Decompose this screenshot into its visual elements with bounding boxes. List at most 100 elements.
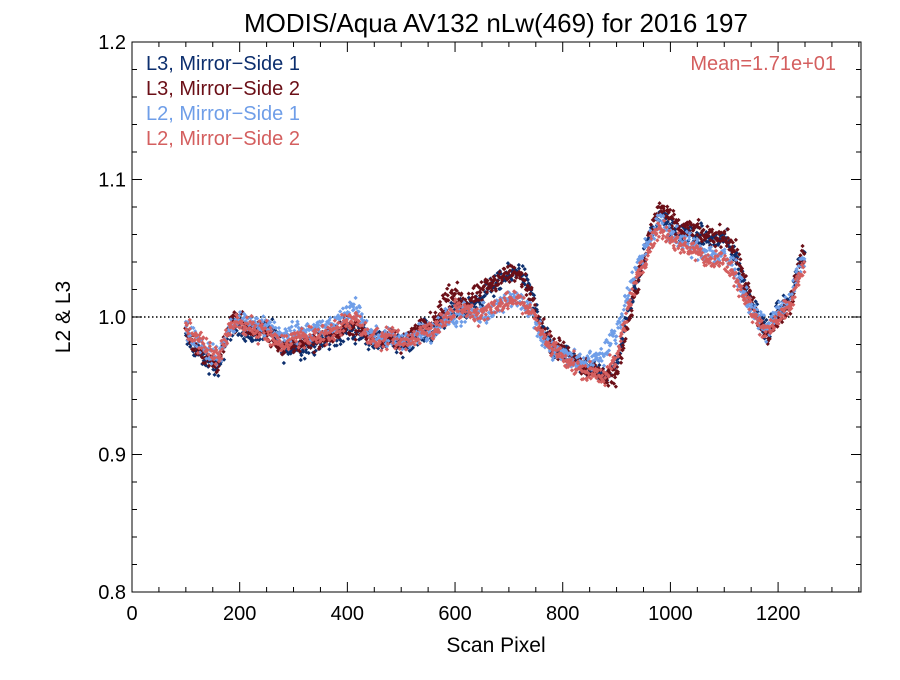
x-tick-label: 1200 bbox=[756, 603, 801, 625]
data-point bbox=[233, 324, 239, 329]
data-point bbox=[465, 313, 470, 318]
data-point bbox=[338, 332, 344, 338]
data-point bbox=[476, 297, 481, 303]
data-point bbox=[449, 300, 454, 305]
data-point bbox=[224, 341, 230, 346]
data-point bbox=[312, 352, 317, 358]
data-point bbox=[611, 381, 617, 386]
data-point bbox=[510, 301, 516, 306]
data-point bbox=[709, 229, 714, 234]
data-point bbox=[626, 293, 631, 298]
data-point bbox=[699, 239, 705, 244]
data-point bbox=[617, 320, 622, 325]
data-point bbox=[605, 380, 610, 385]
data-point bbox=[186, 331, 191, 336]
data-point bbox=[328, 315, 333, 320]
data-point bbox=[628, 301, 634, 307]
data-point bbox=[302, 345, 307, 350]
data-point bbox=[789, 292, 795, 297]
data-point bbox=[599, 358, 604, 363]
data-point bbox=[425, 337, 430, 342]
data-point bbox=[431, 333, 436, 338]
data-point bbox=[613, 362, 618, 367]
data-point bbox=[671, 212, 677, 217]
data-point bbox=[733, 237, 739, 242]
data-point bbox=[445, 286, 450, 291]
data-point bbox=[187, 326, 192, 331]
data-point bbox=[566, 345, 571, 350]
data-point bbox=[299, 326, 304, 331]
data-point bbox=[264, 318, 269, 323]
y-tick-label: 1.1 bbox=[98, 170, 126, 192]
data-point bbox=[742, 277, 747, 283]
data-point bbox=[802, 269, 807, 275]
data-point bbox=[273, 325, 278, 330]
data-point bbox=[800, 243, 805, 249]
data-point bbox=[606, 383, 611, 388]
data-point bbox=[436, 315, 441, 320]
data-point bbox=[507, 268, 513, 273]
data-point bbox=[428, 326, 434, 331]
data-point bbox=[340, 306, 346, 311]
data-point bbox=[552, 344, 558, 349]
data-point bbox=[690, 233, 696, 238]
data-point bbox=[524, 292, 529, 298]
data-point bbox=[285, 342, 290, 347]
data-point bbox=[754, 312, 759, 318]
data-point bbox=[609, 366, 614, 372]
data-point bbox=[713, 244, 718, 249]
data-point bbox=[384, 325, 389, 330]
data-point bbox=[586, 371, 591, 376]
data-point bbox=[289, 324, 294, 329]
data-point bbox=[678, 234, 684, 239]
data-point bbox=[802, 256, 807, 262]
data-point bbox=[667, 228, 672, 233]
data-point bbox=[292, 344, 297, 349]
data-point bbox=[640, 270, 646, 275]
data-point bbox=[606, 374, 611, 379]
data-point bbox=[290, 319, 295, 324]
data-point bbox=[601, 379, 606, 384]
data-point bbox=[298, 335, 303, 341]
data-point bbox=[357, 314, 363, 319]
data-point bbox=[739, 275, 744, 280]
data-point bbox=[314, 339, 319, 345]
data-point bbox=[331, 322, 336, 328]
data-point bbox=[512, 265, 517, 270]
data-point bbox=[341, 328, 346, 333]
data-point bbox=[243, 338, 248, 344]
data-point bbox=[747, 307, 752, 312]
data-point bbox=[491, 294, 496, 299]
data-point bbox=[733, 257, 739, 262]
data-point bbox=[794, 269, 799, 274]
data-point bbox=[725, 264, 730, 270]
data-point bbox=[272, 320, 277, 325]
data-point bbox=[801, 250, 807, 256]
data-point bbox=[353, 337, 358, 342]
data-point bbox=[563, 353, 568, 358]
data-point bbox=[490, 283, 495, 288]
data-point bbox=[647, 228, 653, 233]
data-point bbox=[403, 333, 408, 338]
data-point bbox=[794, 274, 800, 279]
data-point bbox=[327, 337, 332, 342]
data-point bbox=[756, 322, 761, 328]
data-point bbox=[615, 369, 621, 374]
data-point bbox=[500, 301, 505, 306]
data-point bbox=[711, 264, 717, 269]
data-point bbox=[476, 323, 481, 329]
data-point bbox=[643, 236, 648, 241]
data-point bbox=[588, 376, 593, 381]
data-point bbox=[204, 347, 210, 352]
data-point bbox=[217, 359, 222, 364]
data-point bbox=[656, 234, 662, 239]
data-point bbox=[250, 338, 256, 343]
data-point bbox=[344, 304, 349, 310]
data-point bbox=[278, 348, 284, 353]
data-point bbox=[489, 310, 494, 315]
data-point bbox=[645, 253, 651, 258]
data-point bbox=[194, 333, 200, 338]
data-point bbox=[458, 323, 464, 329]
data-point bbox=[670, 239, 675, 244]
data-point bbox=[676, 217, 681, 223]
